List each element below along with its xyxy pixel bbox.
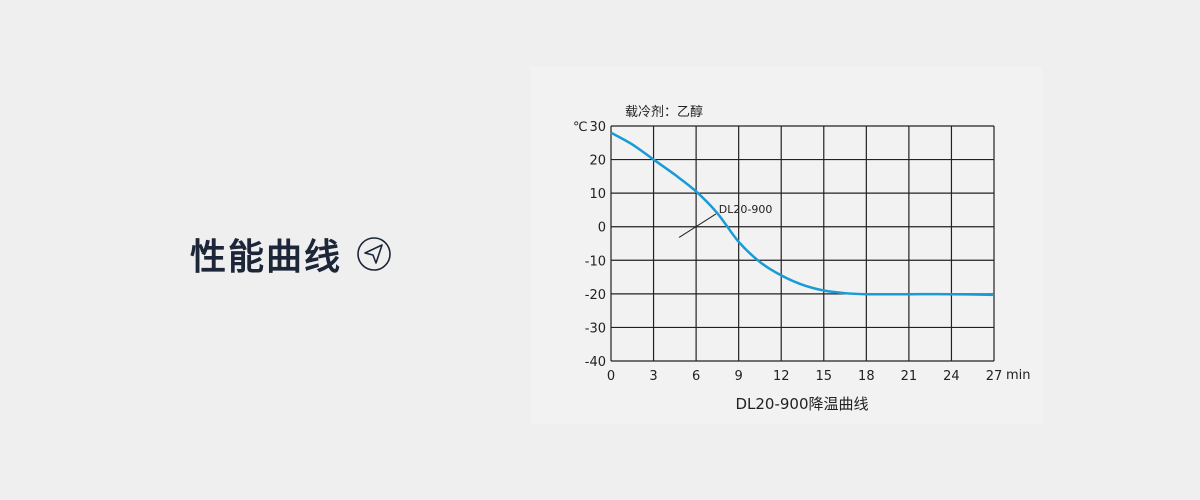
- chart-title: DL20-900降温曲线: [735, 395, 868, 413]
- arrow-left-circle-icon[interactable]: [356, 236, 392, 272]
- chart-subtitle: 载冷剂：乙醇: [625, 104, 703, 120]
- x-tick-label: 27: [986, 369, 1003, 384]
- y-axis-unit: ℃: [573, 120, 588, 135]
- y-tick-label: -10: [585, 254, 606, 269]
- section-title: 性能曲线: [190, 237, 343, 278]
- y-tick-label: -30: [585, 321, 606, 336]
- y-tick-label: 0: [598, 221, 606, 236]
- y-tick-label: 10: [589, 187, 606, 202]
- x-tick-label: 3: [649, 369, 657, 384]
- series-leader-line: [678, 213, 717, 238]
- y-tick-label: 20: [589, 154, 606, 169]
- section-heading: 性能曲线: [190, 228, 392, 280]
- y-tick-label: -20: [585, 288, 606, 303]
- x-tick-label: 0: [607, 369, 615, 384]
- x-tick-label: 24: [943, 369, 960, 384]
- x-tick-label: 12: [773, 369, 790, 384]
- x-tick-label: 21: [901, 369, 918, 384]
- series-label: DL20-900: [719, 203, 773, 216]
- series-line: [610, 131, 995, 297]
- y-tick-label: -40: [585, 355, 606, 370]
- x-tick-label: 18: [858, 369, 875, 384]
- x-tick-label: 15: [816, 369, 833, 384]
- x-tick-label: 6: [692, 369, 700, 384]
- x-tick-label: 9: [735, 369, 743, 384]
- y-tick-label: 30: [589, 120, 606, 135]
- x-axis-unit: min: [1006, 368, 1031, 383]
